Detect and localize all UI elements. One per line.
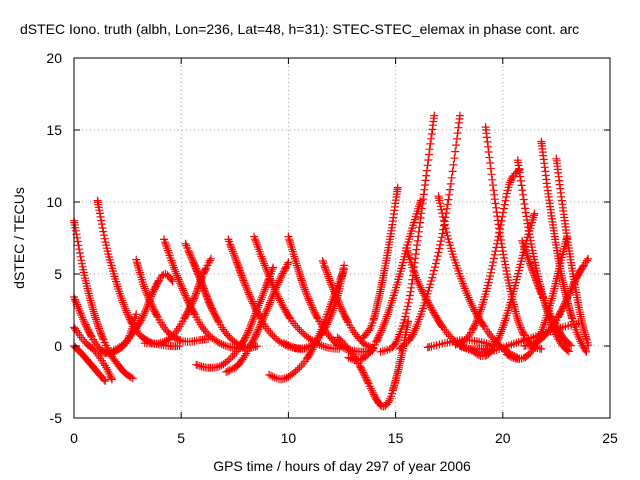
data-arc — [284, 232, 377, 356]
data-arc — [451, 165, 524, 349]
plot-frame — [73, 57, 611, 419]
data-point-markers — [423, 336, 497, 352]
data-series — [70, 111, 593, 411]
y-tick-label: 20 — [46, 50, 62, 66]
data-arc — [333, 317, 413, 411]
data-point-markers — [140, 254, 215, 348]
x-tick-label: 5 — [177, 430, 185, 446]
data-arc — [160, 235, 249, 352]
data-point-markers — [284, 232, 377, 356]
data-point-markers — [455, 319, 583, 356]
data-arc — [97, 269, 177, 358]
data-point-markers — [376, 111, 439, 356]
data-point-markers — [451, 165, 524, 349]
axis-ticks: 0 5 10 15 20 25 -5 0 5 10 15 20 — [46, 50, 618, 446]
data-arc — [250, 232, 344, 353]
data-point-markers — [250, 232, 344, 353]
data-arc — [224, 235, 309, 353]
data-point-markers — [481, 123, 546, 353]
x-axis-label: GPS time / hours of day 297 of year 2006 — [213, 458, 471, 474]
y-tick-label: 5 — [54, 266, 62, 282]
data-point-markers — [359, 183, 402, 342]
data-point-markers — [160, 235, 249, 352]
data-point-markers — [344, 196, 425, 365]
data-point-markers — [224, 235, 309, 353]
x-tick-label: 25 — [602, 430, 618, 446]
x-tick-label: 0 — [70, 430, 78, 446]
data-arc — [140, 254, 215, 348]
y-tick-label: 0 — [54, 338, 62, 354]
chart-title: dSTEC Iono. truth (albh, Lon=236, Lat=48… — [20, 21, 579, 37]
x-tick-label: 15 — [388, 430, 404, 446]
data-arc — [434, 192, 524, 363]
x-tick-label: 10 — [281, 430, 297, 446]
data-point-markers — [434, 192, 524, 363]
data-arc — [423, 336, 497, 352]
data-point-markers — [333, 317, 413, 411]
data-arc — [481, 123, 546, 353]
data-arc — [344, 196, 425, 365]
data-point-markers — [97, 269, 177, 358]
data-arc — [280, 261, 349, 353]
y-tick-label: 15 — [46, 122, 62, 138]
data-point-markers — [280, 261, 349, 353]
y-tick-label: 10 — [46, 194, 62, 210]
plot-border — [73, 57, 611, 419]
data-arc — [359, 183, 402, 342]
y-tick-label: -5 — [50, 410, 63, 426]
x-tick-label: 20 — [495, 430, 511, 446]
y-axis-label: dSTEC / TECUs — [11, 187, 27, 289]
data-arc — [376, 111, 439, 356]
data-arc — [455, 319, 583, 356]
